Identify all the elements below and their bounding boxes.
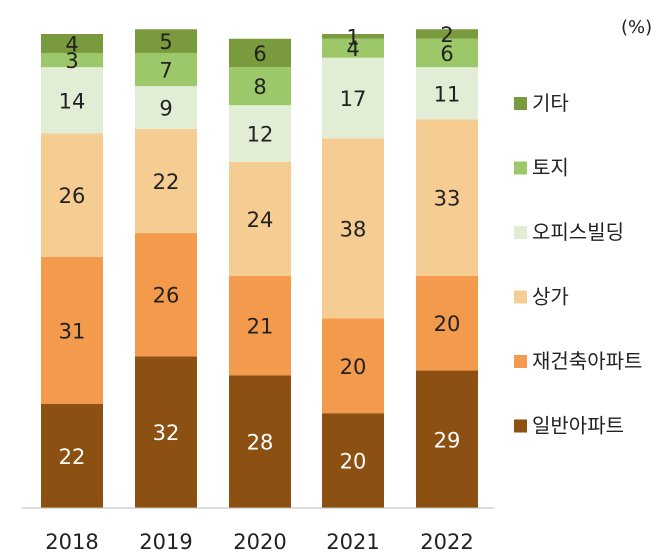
bar-segment-2021-1: [322, 413, 384, 508]
data-label: 17: [340, 87, 367, 111]
bar-segment-2019-2: [135, 233, 197, 357]
data-label: 20: [340, 355, 367, 379]
bar-segment-2021-2: [322, 318, 384, 414]
bar-segment-2021-4: [322, 57, 384, 139]
bar-segment-2021-5: [322, 38, 384, 58]
x-tick-label: 2021: [326, 530, 379, 554]
legend-label: 기타: [532, 91, 569, 115]
data-label: 2: [440, 23, 453, 47]
data-label: 33: [434, 187, 461, 211]
data-label: 26: [153, 284, 180, 308]
bar-segment-2020-4: [229, 105, 291, 162]
legend-label: 상가: [532, 285, 569, 309]
data-label: 22: [153, 170, 180, 194]
bar-segment-2020-3: [229, 161, 291, 276]
data-label: 12: [247, 123, 274, 147]
bar-segment-2019-3: [135, 128, 197, 234]
x-tick-label: 2019: [139, 530, 192, 554]
x-tick-label: 2018: [45, 530, 98, 554]
data-label: 20: [434, 312, 461, 336]
x-tick-label: 2022: [420, 530, 473, 554]
data-label: 7: [159, 59, 172, 83]
legend-swatch: [514, 355, 527, 368]
legend-swatch: [514, 419, 527, 433]
unit-label: (%): [621, 17, 652, 38]
data-label: 6: [440, 42, 453, 66]
legend-label: 토지: [532, 156, 569, 180]
bar-segment-2018-4: [41, 67, 103, 134]
legend-label: 오피스빌딩: [532, 220, 624, 244]
data-label: 5: [159, 30, 172, 54]
data-label: 6: [253, 42, 266, 66]
data-label: 24: [247, 208, 274, 232]
data-label: 4: [346, 37, 359, 61]
bar-segment-2022-3: [416, 119, 478, 276]
legend-swatch: [514, 161, 527, 175]
bar-segment-2020-6: [229, 38, 291, 68]
legend-label: 재건축아파트: [532, 349, 642, 373]
data-label: 31: [59, 319, 86, 343]
bar-segment-2022-1: [416, 370, 478, 508]
data-label: 28: [247, 431, 274, 455]
data-label: 29: [434, 428, 461, 452]
data-label: 21: [247, 315, 274, 339]
bar-segment-2020-5: [229, 67, 291, 106]
legend-swatch: [514, 97, 527, 110]
data-label: 11: [434, 82, 461, 106]
bar-segment-2019-1: [135, 356, 197, 508]
data-label: 22: [59, 445, 86, 469]
data-label: 9: [159, 96, 172, 120]
bar-segment-2022-4: [416, 67, 478, 120]
data-labels-layer: 2231261434322622975282124128620203817412…: [59, 23, 461, 474]
x-axis: 2018 2019 2020 2021 2022: [22, 507, 494, 554]
data-label: 4: [65, 32, 78, 56]
bar-segment-2021-3: [322, 138, 384, 319]
legend-label: 일반아파트: [532, 414, 624, 438]
legend-swatch: [514, 226, 527, 239]
bar-segment-2018-6: [41, 34, 103, 53]
data-label: 3: [65, 49, 78, 73]
bar-segment-2018-5: [41, 52, 103, 68]
bar-segment-2019-6: [135, 29, 197, 53]
data-label: 38: [340, 217, 367, 241]
bar-segment-2019-5: [135, 52, 197, 87]
legend-swatch: [514, 290, 527, 304]
bar-segment-2022-5: [416, 38, 478, 68]
bar-segment-2018-1: [41, 403, 103, 508]
bar-segment-2022-6: [416, 29, 478, 39]
data-label: 26: [59, 184, 86, 208]
data-label: 32: [153, 421, 180, 445]
data-label: 8: [253, 75, 266, 99]
data-label: 20: [340, 450, 367, 474]
bar-segment-2019-4: [135, 86, 197, 129]
bars-layer: [41, 29, 478, 508]
bar-segment-2018-2: [41, 256, 103, 404]
data-label: 1: [346, 25, 359, 49]
bar-segment-2020-2: [229, 275, 291, 376]
bar-segment-2020-1: [229, 375, 291, 508]
bar-segment-2018-3: [41, 133, 103, 257]
x-tick-label: 2020: [233, 530, 286, 554]
bar-segment-2021-6: [322, 34, 384, 39]
data-label: 14: [59, 89, 86, 113]
bar-segment-2022-2: [416, 275, 478, 371]
